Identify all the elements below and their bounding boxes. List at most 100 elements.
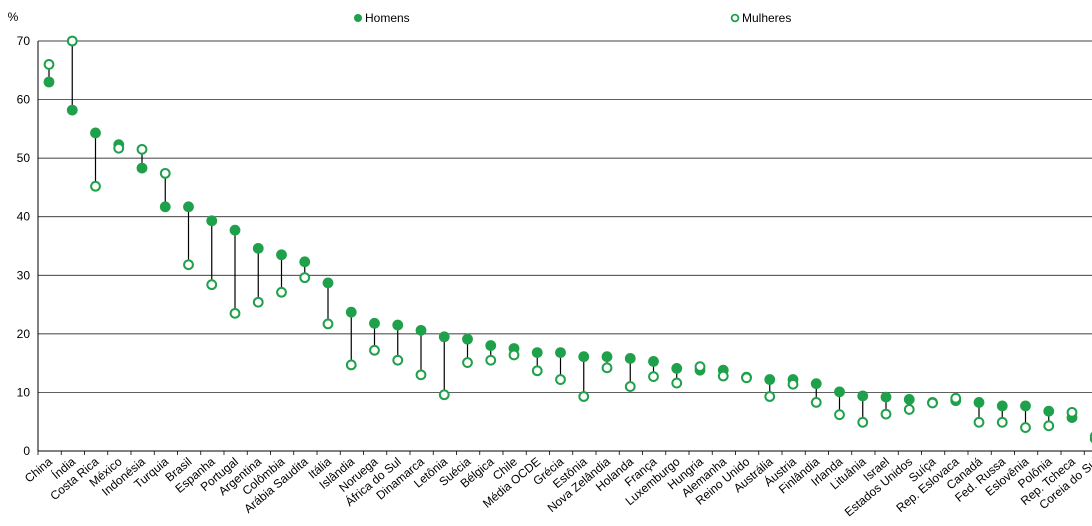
point-mulheres: [741, 372, 752, 384]
y-tick-label: 70: [17, 34, 31, 48]
y-tick-label: 40: [17, 210, 31, 224]
point-mulheres: [694, 361, 706, 373]
point-homens: [624, 353, 636, 364]
y-tick-label: 60: [17, 93, 31, 107]
point-homens: [299, 256, 311, 268]
legend-marker-mulheres: [730, 13, 740, 23]
point-homens: [903, 394, 915, 405]
point-mulheres: [508, 349, 520, 361]
point-mulheres: [764, 391, 776, 402]
point-mulheres: [787, 378, 799, 390]
point-mulheres: [345, 359, 357, 371]
axis-layer: % 0 10 20 30 40 50 60 70: [8, 10, 1092, 458]
point-mulheres: [973, 416, 985, 428]
point-mulheres: [1043, 420, 1055, 432]
point-homens: [555, 347, 566, 358]
point-homens: [648, 355, 659, 367]
point-homens: [43, 76, 55, 88]
y-tick-label: 30: [17, 268, 31, 282]
point-homens: [578, 351, 590, 363]
point-homens: [392, 319, 404, 331]
point-mulheres: [159, 167, 171, 179]
y-tick-label: 0: [23, 444, 30, 458]
point-homens: [66, 104, 78, 116]
point-mulheres: [880, 408, 892, 420]
point-homens: [136, 162, 148, 174]
point-mulheres: [485, 354, 497, 366]
connector-layer: [48, 41, 1073, 428]
point-homens: [462, 333, 473, 345]
point-homens: [857, 390, 869, 402]
point-mulheres: [1020, 422, 1031, 433]
point-mulheres: [578, 391, 590, 402]
point-mulheres: [648, 371, 659, 383]
y-tick-label: 50: [17, 151, 31, 165]
point-mulheres: [43, 59, 55, 70]
point-mulheres: [810, 396, 822, 408]
point-mulheres: [950, 392, 962, 404]
point-mulheres: [252, 296, 264, 308]
point-homens: [322, 277, 334, 289]
point-mulheres: [113, 142, 125, 154]
point-mulheres: [462, 357, 473, 368]
point-mulheres: [834, 409, 845, 421]
point-homens: [1043, 405, 1055, 417]
point-homens: [485, 340, 497, 351]
legend-label-mulheres: Mulheres: [742, 11, 791, 25]
point-homens: [764, 374, 776, 385]
point-mulheres: [717, 370, 729, 382]
point-mulheres: [392, 354, 404, 366]
point-mulheres: [601, 362, 613, 374]
point-homens: [973, 396, 985, 408]
point-mulheres: [415, 369, 427, 381]
y-tick-label: 10: [17, 385, 31, 399]
point-homens: [183, 201, 194, 213]
point-mulheres: [322, 318, 334, 330]
point-homens: [415, 324, 427, 336]
point-homens: [531, 347, 543, 358]
point-mulheres: [996, 416, 1008, 428]
point-mulheres: [369, 344, 380, 356]
point-homens: [601, 351, 613, 363]
y-axis-label: %: [8, 10, 19, 24]
y-tick-label: 20: [17, 327, 31, 341]
point-mulheres: [531, 365, 543, 377]
legend: Homens Mulheres: [354, 11, 791, 25]
point-mulheres: [136, 143, 148, 155]
point-mulheres: [903, 404, 915, 415]
point-homens: [252, 242, 264, 254]
point-mulheres: [438, 389, 450, 401]
point-homens: [90, 127, 101, 139]
point-mulheres: [66, 35, 78, 47]
point-homens: [229, 224, 241, 236]
point-mulheres: [857, 416, 869, 428]
point-mulheres: [229, 307, 241, 319]
point-homens: [880, 391, 892, 403]
point-mulheres: [671, 377, 683, 389]
point-homens: [438, 331, 450, 343]
point-mulheres: [276, 286, 287, 298]
point-homens: [369, 317, 380, 329]
point-mulheres: [90, 180, 101, 192]
grid-layer: [38, 40, 1092, 393]
point-homens: [206, 215, 218, 227]
legend-marker-homens: [354, 14, 362, 22]
point-mulheres: [299, 272, 311, 284]
point-homens: [159, 201, 171, 213]
point-mulheres: [927, 397, 938, 409]
point-mulheres: [555, 374, 566, 385]
marker-layer: [43, 35, 1092, 444]
point-homens: [345, 306, 357, 318]
point-mulheres: [183, 259, 194, 271]
point-homens: [810, 378, 822, 390]
legend-label-homens: Homens: [365, 11, 410, 25]
point-homens: [996, 400, 1008, 412]
point-homens: [834, 386, 845, 398]
point-homens: [671, 363, 683, 374]
point-homens: [1020, 400, 1031, 412]
point-mulheres: [1066, 406, 1078, 418]
point-mulheres: [206, 279, 218, 291]
